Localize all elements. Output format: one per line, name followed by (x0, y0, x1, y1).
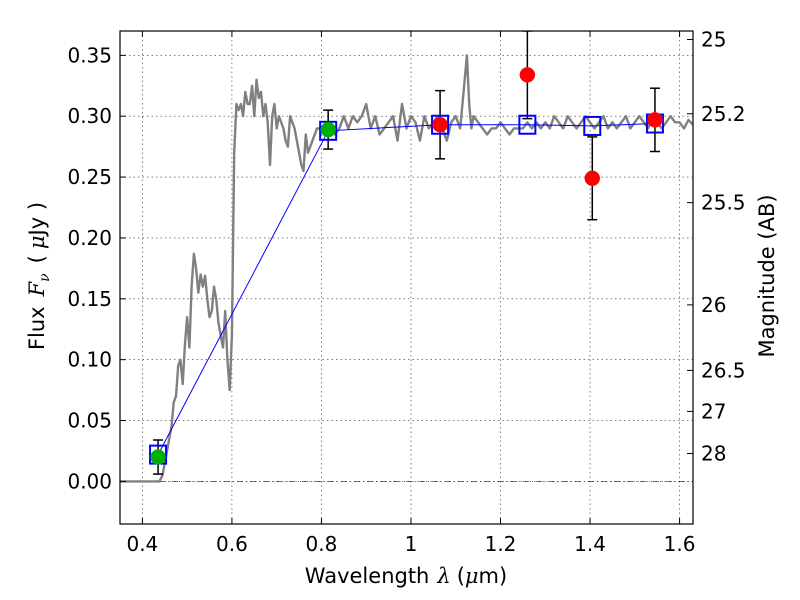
y-tick-label: 0.35 (67, 43, 112, 67)
plot-frame (119, 30, 694, 525)
y-tick-label: 0.30 (67, 104, 112, 128)
mag-tick-label: 25.2 (701, 102, 746, 126)
y-axis-title-unit-open: ( (25, 255, 49, 263)
grid (120, 31, 693, 524)
y-tick-label: 0.15 (67, 287, 112, 311)
model-square-marker (583, 115, 602, 136)
x-axis-title-text: Wavelength (305, 564, 430, 588)
y-axis-title-symbol-sub: ν (37, 273, 53, 282)
x-axis-title-unit-open: ( (457, 564, 465, 588)
y-axis-title-text: Flux (25, 306, 49, 350)
x-tick-label: 1 (405, 532, 418, 556)
x-axis-title: Wavelength λ (μm) (305, 564, 507, 588)
x-tick-label: 0.6 (216, 532, 248, 556)
plot-area (120, 31, 693, 483)
mag-tick-label: 25.5 (701, 191, 746, 215)
x-tick-label: 1.2 (485, 532, 517, 556)
y2-axis-title: Magnitude (AB) (755, 194, 779, 357)
model-square-marker (518, 114, 537, 135)
y-axis-title-unit-mu: μ (25, 235, 49, 249)
photometry-point (432, 116, 448, 133)
x-tick-label: 0.8 (306, 532, 338, 556)
x-axis-title-unit-rest: m) (479, 564, 508, 588)
model-square-marker (431, 114, 450, 135)
mag-tick-label: 26.5 (701, 358, 746, 382)
axes: 0.4 0.6 0.8 1 1.2 1.4 1.6 0.00 0.05 0.10 0.15 0.20 0… (67, 28, 745, 556)
photometry-point (584, 170, 601, 187)
y-tick-label: 0.10 (67, 348, 112, 372)
mag-tick-label: 26 (701, 293, 726, 317)
y-tick-label: 0.00 (67, 469, 112, 493)
sed-line (120, 54, 693, 483)
x-axis-title-symbol: λ (436, 564, 450, 588)
y-tick-label: 0.05 (67, 409, 112, 433)
x-axis-title-unit-mu: μ (465, 564, 479, 588)
mag-tick-label: 27 (701, 399, 726, 423)
photometry-point (320, 121, 336, 138)
x-tick-label: 1.4 (574, 532, 606, 556)
photometry-point (647, 112, 663, 128)
y-axis-title-unit-rest: Jy ) (25, 202, 49, 238)
photometry-point (150, 449, 166, 465)
model-photometry-line (157, 123, 655, 455)
x-tick-label: 0.4 (126, 532, 158, 556)
x-tick-label: 1.6 (664, 532, 696, 556)
mag-tick-label: 25 (701, 28, 726, 52)
photometry-point (519, 67, 536, 83)
y-tick-label: 0.25 (67, 165, 112, 189)
mag-tick-label: 28 (701, 442, 726, 466)
y-axis-title: Flux Fν ( μJy ) (25, 202, 53, 350)
model-square-marker (319, 120, 338, 141)
y-tick-label: 0.20 (67, 226, 112, 250)
y-axis-title-symbol: F (25, 280, 49, 297)
